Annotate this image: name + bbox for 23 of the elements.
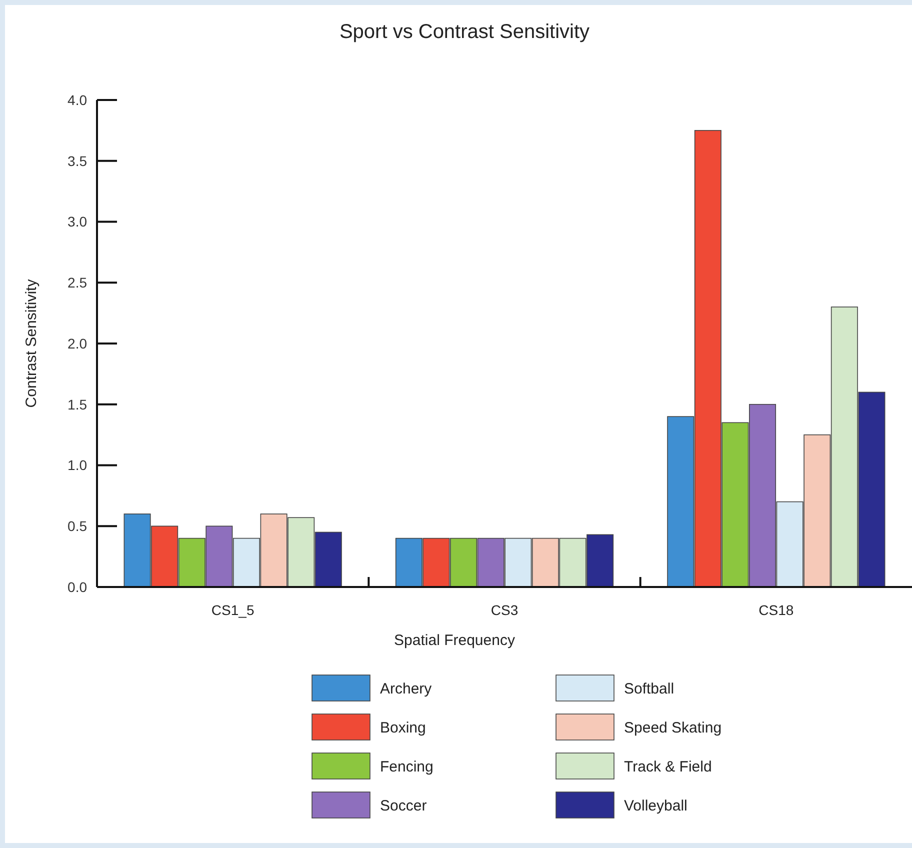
legend-label: Boxing bbox=[380, 719, 426, 736]
y-tick-label: 2.0 bbox=[68, 335, 88, 352]
legend-label: Soccer bbox=[380, 797, 427, 814]
y-tick-label: 3.0 bbox=[68, 214, 88, 230]
legend-label: Fencing bbox=[380, 758, 434, 776]
y-axis-title: Contrast Sensitivity bbox=[23, 278, 40, 408]
y-tick-label: 4.0 bbox=[68, 92, 88, 108]
x-axis-title: Spatial Frequency bbox=[394, 632, 516, 649]
legend-label: Archery bbox=[380, 680, 432, 698]
legend-label: Softball bbox=[624, 680, 674, 698]
y-tick-label: 2.5 bbox=[68, 274, 88, 291]
x-tick-label: CS3 bbox=[490, 602, 518, 618]
y-tick-label: 3.5 bbox=[68, 152, 88, 169]
y-tick-label: 1.5 bbox=[68, 396, 88, 412]
y-tick-label: 1.0 bbox=[68, 457, 88, 474]
x-tick-label: CS1_5 bbox=[211, 602, 254, 618]
legend-label: Volleyball bbox=[624, 797, 688, 814]
legend-label: Track & Field bbox=[624, 758, 712, 776]
x-tick-label: CS18 bbox=[758, 602, 794, 618]
y-tick-label: 0.0 bbox=[68, 578, 88, 595]
y-tick-label: 0.5 bbox=[68, 518, 88, 534]
legend-label: Speed Skating bbox=[624, 719, 722, 736]
chart-title: Sport vs Contrast Sensitivity bbox=[339, 21, 590, 43]
